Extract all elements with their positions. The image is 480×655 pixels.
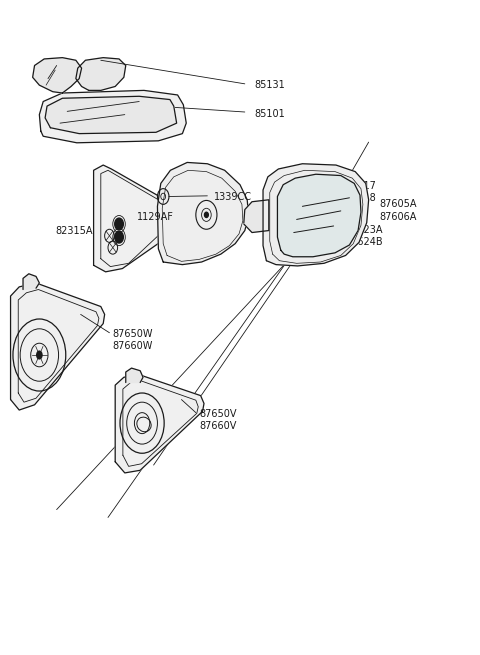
Text: 87624B: 87624B [346, 237, 383, 248]
Text: 85101: 85101 [254, 109, 285, 119]
Text: 85131: 85131 [254, 80, 285, 90]
Polygon shape [11, 283, 105, 410]
Circle shape [115, 231, 123, 243]
Polygon shape [23, 274, 39, 290]
Polygon shape [33, 58, 82, 93]
Text: 87650V: 87650V [199, 409, 237, 419]
Circle shape [115, 218, 123, 230]
Polygon shape [263, 164, 369, 266]
Circle shape [36, 350, 43, 360]
Text: 87650W: 87650W [113, 329, 153, 339]
Polygon shape [244, 200, 269, 233]
Text: 87660W: 87660W [113, 341, 153, 352]
Text: 87623A: 87623A [346, 225, 383, 235]
Polygon shape [39, 90, 186, 143]
Polygon shape [277, 174, 361, 257]
Text: 87606A: 87606A [379, 212, 417, 222]
Polygon shape [157, 162, 249, 265]
Polygon shape [115, 375, 204, 473]
Polygon shape [94, 165, 186, 272]
Circle shape [204, 212, 208, 217]
Text: 87605A: 87605A [379, 199, 417, 210]
Text: 1339CC: 1339CC [214, 191, 252, 202]
Text: 87660V: 87660V [199, 421, 237, 432]
Text: 87617: 87617 [346, 181, 376, 191]
Text: 87618: 87618 [346, 193, 376, 204]
Polygon shape [126, 368, 143, 383]
Polygon shape [45, 96, 177, 134]
Polygon shape [76, 58, 126, 90]
Text: 82315A: 82315A [55, 225, 93, 236]
Text: 1129AF: 1129AF [137, 212, 174, 223]
